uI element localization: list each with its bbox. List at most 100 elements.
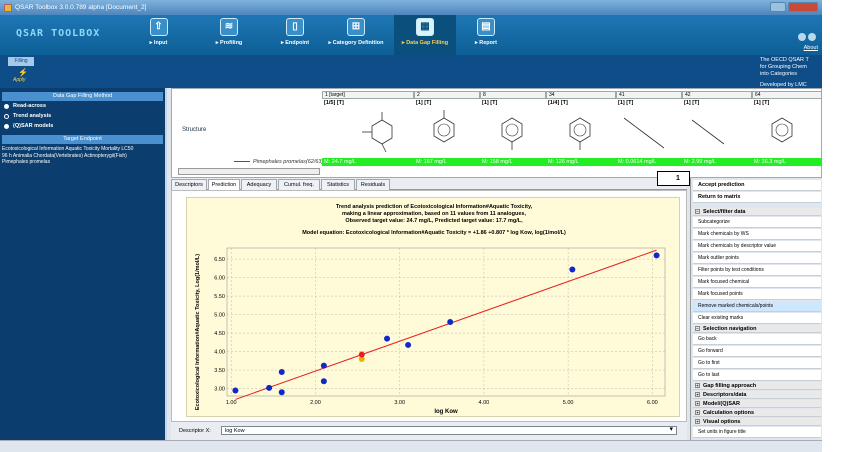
target-point[interactable] xyxy=(358,351,365,358)
chart-title: Trend analysis prediction of Ecotoxicolo… xyxy=(187,204,681,237)
panel-action-button[interactable]: Go to last xyxy=(693,370,821,381)
method-qsar-models[interactable]: (Q)SAR models xyxy=(0,121,165,131)
column-header[interactable]: 34 xyxy=(546,91,616,99)
x-tick-label: 3.00 xyxy=(394,400,405,406)
oecd-line: into Categories xyxy=(760,71,797,77)
apply-icon[interactable]: ⚡ xyxy=(18,68,28,77)
molecule-label: [1] [T] xyxy=(684,100,700,106)
value-cell[interactable]: M: 167 mg/L xyxy=(416,159,447,165)
minimize-button[interactable] xyxy=(770,2,786,12)
section-header[interactable]: − Selection navigation xyxy=(693,325,821,333)
toolbar-data-gap-filling[interactable]: ▦ ▸ Data Gap Filling xyxy=(394,15,456,55)
molecule-structure[interactable]: [1] [T] xyxy=(682,100,752,158)
oecd-info: The OECD QSAR T for Grouping Chem into C… xyxy=(760,57,822,89)
collapse-icon[interactable]: − xyxy=(695,209,700,215)
filling-tab[interactable]: Filling xyxy=(8,57,34,66)
x-tick-label: 2.00 xyxy=(310,400,321,406)
molecule-structure[interactable]: [1/4] [T] xyxy=(546,100,616,158)
panel-action-button[interactable]: Mark focused chemical xyxy=(693,277,821,288)
section-header[interactable]: + Calculation options xyxy=(693,409,821,417)
about-link[interactable]: About xyxy=(803,45,818,51)
title-bar: QSAR Toolbox 3.0.0.789 alpha [Document_2… xyxy=(0,0,822,15)
analogue-point[interactable] xyxy=(569,266,576,273)
expand-icon[interactable]: + xyxy=(695,383,700,389)
value-cell[interactable]: M: 36.3 mg/L xyxy=(754,159,787,165)
section-header[interactable]: + Visual options xyxy=(693,418,821,426)
grid-scrollbar[interactable] xyxy=(178,168,320,175)
molecule-structure[interactable]: [1] [T] xyxy=(616,100,682,158)
return-to-matrix-button[interactable]: Return to matrix xyxy=(693,192,821,203)
panel-action-button[interactable]: Mark focused points xyxy=(693,289,821,300)
section-title: Selection navigation xyxy=(703,326,757,332)
panel-action-button[interactable]: Mark outlier points xyxy=(693,253,821,264)
window-title: QSAR Toolbox 3.0.0.789 alpha [Document_2… xyxy=(15,4,147,11)
column-header[interactable]: 2 xyxy=(414,91,480,99)
analogue-point[interactable] xyxy=(278,368,285,375)
close-button[interactable] xyxy=(788,2,818,12)
method-read-across[interactable]: Read-across xyxy=(0,101,165,111)
set-units-button[interactable]: Set units in figure title xyxy=(693,427,821,438)
value-cell[interactable]: M: 2.99 mg/L xyxy=(684,159,717,165)
panel-action-button[interactable]: Mark chemicals by descriptor value xyxy=(693,241,821,252)
section-header[interactable]: + Descriptors/data xyxy=(693,391,821,399)
tab-residuals[interactable]: Residuals xyxy=(356,179,390,190)
tab-descriptors[interactable]: Descriptors xyxy=(171,179,207,190)
value-cell[interactable]: M: 158 mg/L xyxy=(482,159,513,165)
value-cell[interactable]: M: 126 mg/L xyxy=(548,159,579,165)
tab-cumul-freq[interactable]: Cumul. freq. xyxy=(278,179,320,190)
molecule-structure[interactable]: [1] [T] xyxy=(752,100,822,158)
endpoint-row-label[interactable]: Pimephales promelas(62/63) xyxy=(234,158,323,166)
section-header[interactable]: + Gap filling approach xyxy=(693,382,821,390)
collapse-icon[interactable]: − xyxy=(695,326,700,332)
molecule-structure[interactable]: [1] [T] xyxy=(414,100,480,158)
panel-action-button[interactable]: Clear existing marks xyxy=(693,313,821,324)
expand-icon[interactable]: + xyxy=(695,419,700,425)
molecule-structure[interactable]: [1] [T] xyxy=(480,100,546,158)
analogue-point[interactable] xyxy=(266,384,273,391)
column-header[interactable]: 64 xyxy=(752,91,822,99)
column-header[interactable]: 41 xyxy=(616,91,682,99)
tab-statistics[interactable]: Statistics xyxy=(321,179,355,190)
section-header[interactable]: + Model/(Q)SAR xyxy=(693,400,821,408)
toolbar-endpoint[interactable]: ▯ ▸ Endpoint xyxy=(270,15,320,55)
toolbar-report[interactable]: ▤ ▸ Report xyxy=(462,15,510,55)
panel-action-button[interactable]: Filter points by test conditions xyxy=(693,265,821,276)
analogue-point[interactable] xyxy=(232,387,239,394)
toolbar-category-definition[interactable]: ⊞ ▸ Category Definition xyxy=(320,15,392,55)
analogue-point[interactable] xyxy=(653,252,660,259)
panel-action-button[interactable]: Subcategorize xyxy=(693,217,821,228)
panel-action-button[interactable]: Go forward xyxy=(693,346,821,357)
apply-label[interactable]: Apply xyxy=(13,77,26,83)
panel-action-button[interactable]: Mark chemicals by WS xyxy=(693,229,821,240)
descriptor-select[interactable]: log Kow xyxy=(221,426,677,435)
accept-prediction-button[interactable]: Accept prediction xyxy=(693,180,821,191)
toolbar-profiling[interactable]: ≋ ▸ Profiling xyxy=(205,15,253,55)
analogue-point[interactable] xyxy=(405,341,412,348)
analogue-point[interactable] xyxy=(278,389,285,396)
analogue-point[interactable] xyxy=(320,362,327,369)
expand-icon[interactable]: + xyxy=(695,401,700,407)
panel-action-button[interactable]: Go to first xyxy=(693,358,821,369)
panel-action-button[interactable]: Remove marked chemicals/points xyxy=(693,301,821,312)
predicted-point[interactable] xyxy=(358,356,365,362)
column-header[interactable]: 8 xyxy=(480,91,546,99)
settings-icon[interactable] xyxy=(808,33,816,41)
tab-adequacy[interactable]: Adequacy xyxy=(241,179,277,190)
analogue-point[interactable] xyxy=(320,378,327,385)
method-trend-analysis[interactable]: Trend analysis xyxy=(0,111,165,121)
panel-action-button[interactable]: Go back xyxy=(693,334,821,345)
expand-icon[interactable]: + xyxy=(695,392,700,398)
column-header[interactable]: 1 [target] xyxy=(322,91,414,99)
tab-prediction[interactable]: Prediction xyxy=(208,179,240,190)
section-header[interactable]: − Select/filter data xyxy=(693,208,821,216)
value-cell[interactable]: M: 24.7 mg/L xyxy=(324,159,357,165)
analogue-point[interactable] xyxy=(384,335,391,342)
toolbar-input[interactable]: ⇧ ▸ Input xyxy=(136,15,181,55)
analogue-point[interactable] xyxy=(447,319,454,325)
value-cell[interactable]: M: 0.0614 mg/L xyxy=(618,159,657,165)
molecule-structure[interactable]: [1/5] [T] xyxy=(322,100,414,158)
column-header[interactable]: 42 xyxy=(682,91,752,99)
help-icon[interactable] xyxy=(798,33,806,41)
expand-icon[interactable]: + xyxy=(695,410,700,416)
endpoint-header: Target Endpoint xyxy=(2,135,163,144)
